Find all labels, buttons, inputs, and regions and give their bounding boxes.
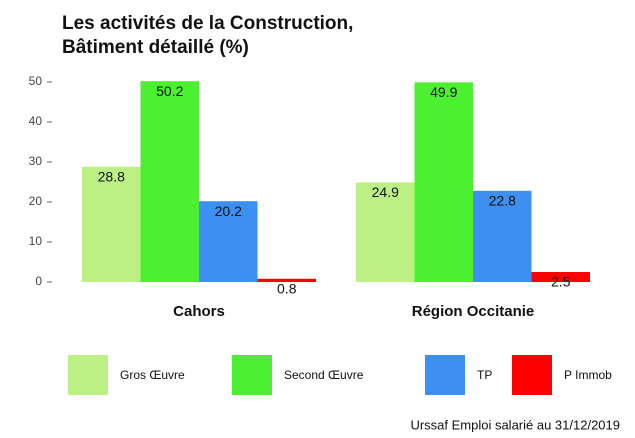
legend-label: Gros Œuvre xyxy=(120,368,185,382)
y-tick-label: 50 xyxy=(29,74,43,88)
bar xyxy=(356,182,415,282)
legend-swatch xyxy=(232,355,272,395)
bar xyxy=(257,278,316,282)
bar xyxy=(531,272,590,282)
bar xyxy=(140,81,199,282)
value-label: 20.2 xyxy=(215,203,242,219)
y-tick-label: 20 xyxy=(29,194,43,208)
bar xyxy=(199,201,258,282)
value-label: 49.9 xyxy=(430,84,457,100)
legend-label: Second Œuvre xyxy=(284,368,364,382)
chart-title: Les activités de la Construction, xyxy=(62,13,353,34)
x-tick-label: Cahors xyxy=(173,303,225,320)
y-tick-label: 30 xyxy=(29,154,43,168)
bar xyxy=(82,166,141,282)
value-label: 22.8 xyxy=(489,193,516,209)
value-label: 0.8 xyxy=(277,281,297,297)
legend-swatch xyxy=(68,355,108,395)
bar xyxy=(414,82,473,283)
x-tick-label: Région Occitanie xyxy=(412,303,535,320)
y-tick-label: 0 xyxy=(35,274,42,288)
legend-label: TP xyxy=(477,368,492,382)
y-tick-label: 40 xyxy=(29,114,43,128)
chart-title: Bâtiment détaillé (%) xyxy=(62,37,249,58)
y-tick-label: 10 xyxy=(29,234,43,248)
legend-swatch xyxy=(512,355,552,395)
value-label: 2.5 xyxy=(551,274,571,290)
caption: Urssaf Emploi salarié au 31/12/2019 xyxy=(410,417,620,432)
legend-label: P Immob xyxy=(564,368,612,382)
value-label: 50.2 xyxy=(156,83,183,99)
bar xyxy=(473,190,532,282)
value-label: 28.8 xyxy=(98,169,125,185)
legend-swatch xyxy=(425,355,465,395)
value-label: 24.9 xyxy=(372,184,399,200)
